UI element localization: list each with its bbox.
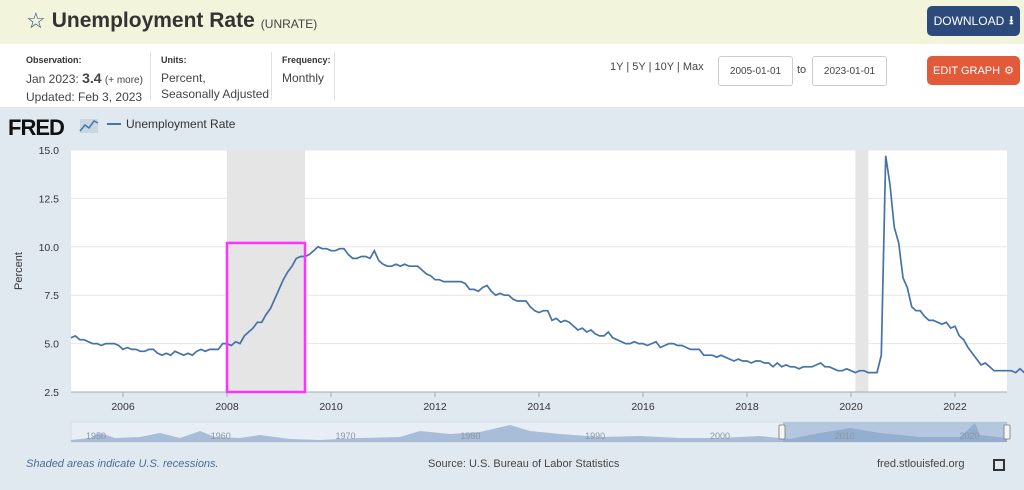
- legend-label[interactable]: Unemployment Rate: [126, 117, 236, 131]
- fred-logo-icon: [79, 119, 99, 133]
- navigator-tick-label: 1960: [211, 431, 231, 441]
- series-id: (UNRATE): [260, 16, 318, 31]
- fullscreen-icon[interactable]: [993, 459, 1005, 471]
- y-tick-label: 7.5: [44, 290, 59, 302]
- frequency-block: Frequency: Monthly: [282, 52, 331, 86]
- range-5y[interactable]: 5Y: [632, 61, 646, 73]
- navigator-handle-left[interactable]: [778, 424, 786, 440]
- observation-value: 3.4: [82, 70, 102, 86]
- divider: [271, 52, 272, 100]
- download-icon: ⭳: [1009, 12, 1014, 27]
- download-label: DOWNLOAD: [933, 14, 1005, 28]
- fred-logo[interactable]: FRED: [8, 115, 65, 140]
- x-tick-label: 2014: [527, 401, 551, 413]
- x-tick-label: 2016: [631, 401, 655, 413]
- divider: [334, 52, 335, 100]
- x-tick-label: 2012: [423, 401, 447, 413]
- edit-graph-button[interactable]: EDIT GRAPH ⚙: [927, 56, 1020, 85]
- navigator-tick-label: 1980: [460, 431, 480, 441]
- observation-date: Jan 2023:: [26, 72, 79, 86]
- series-line: [70, 155, 1024, 374]
- y-tick-label: 12.5: [39, 193, 60, 205]
- header-bar: ☆ Unemployment Rate (UNRATE) DOWNLOAD ⭳: [0, 0, 1024, 44]
- updated-date: Updated: Feb 3, 2023: [26, 90, 143, 104]
- y-axis-label: Percent: [13, 252, 25, 290]
- highlight-box: [225, 241, 307, 394]
- observation-label: Observation:: [26, 55, 82, 65]
- navigator-series: [71, 423, 1007, 442]
- range-1y[interactable]: 1Y: [610, 61, 624, 73]
- units-line1: Percent,: [161, 71, 206, 85]
- navigator-tick-label: 1990: [585, 431, 605, 441]
- star-icon[interactable]: ☆: [26, 8, 46, 33]
- source-note: Source: U.S. Bureau of Labor Statistics: [428, 458, 620, 470]
- chart-svg: FRED Unemployment Rate 2.5 5.0 7.5 10.0 12.5…: [8, 115, 1024, 443]
- end-date-input[interactable]: 2023-01-01: [812, 56, 887, 86]
- units-line2: Seasonally Adjusted: [161, 87, 270, 101]
- frequency-value: Monthly: [282, 71, 325, 85]
- navigator-tick-label: 2010: [835, 431, 855, 441]
- x-tick-label: 2018: [735, 401, 759, 413]
- y-tick-label: 10.0: [39, 242, 60, 254]
- y-tick-label: 5.0: [44, 339, 59, 351]
- range-10y[interactable]: 10Y: [654, 61, 674, 73]
- y-tick-label: 15.0: [39, 145, 60, 157]
- page-title: Unemployment Rate: [51, 9, 255, 32]
- observation-more-link[interactable]: (+ more): [104, 75, 143, 86]
- to-label: to: [797, 64, 807, 76]
- recession-band: [855, 150, 869, 392]
- observation-block: Observation: Jan 2023: 3.4 (+ more) Upda…: [26, 52, 143, 105]
- start-date-input[interactable]: 2005-01-01: [718, 56, 793, 86]
- units-block: Units: Percent, Seasonally Adjusted: [161, 52, 269, 102]
- x-tick-label: 2020: [839, 401, 863, 413]
- navigator-handle-right[interactable]: [1003, 424, 1011, 440]
- recession-note: Shaded areas indicate U.S. recessions.: [26, 458, 219, 470]
- navigator-tick-label: 2000: [710, 431, 730, 441]
- navigator-tick-label: 1950: [86, 431, 106, 441]
- x-tick-label: 2008: [215, 401, 239, 413]
- navigator-tick-label: 1970: [336, 431, 356, 441]
- divider: [150, 52, 151, 100]
- range-selector: 1Y | 5Y | 10Y | Max: [610, 61, 704, 73]
- frequency-label: Frequency:: [282, 55, 331, 65]
- recession-band: [227, 150, 305, 392]
- x-tick-label: 2006: [111, 401, 135, 413]
- range-navigator[interactable]: 1950 1960 1970 1980 1990 2000 2010 2020: [70, 421, 1011, 443]
- download-button[interactable]: DOWNLOAD ⭳: [927, 6, 1020, 36]
- site-link[interactable]: fred.stlouisfed.org: [877, 458, 965, 470]
- range-max[interactable]: Max: [682, 61, 704, 73]
- navigator-tick-label: 2020: [960, 431, 980, 441]
- y-tick-label: 2.5: [44, 387, 59, 399]
- x-tick-label: 2010: [319, 401, 343, 413]
- units-label: Units:: [161, 55, 187, 65]
- gear-icon: ⚙: [1004, 65, 1014, 77]
- x-tick-label: 2022: [943, 401, 967, 413]
- edit-graph-label: EDIT GRAPH: [933, 64, 1001, 77]
